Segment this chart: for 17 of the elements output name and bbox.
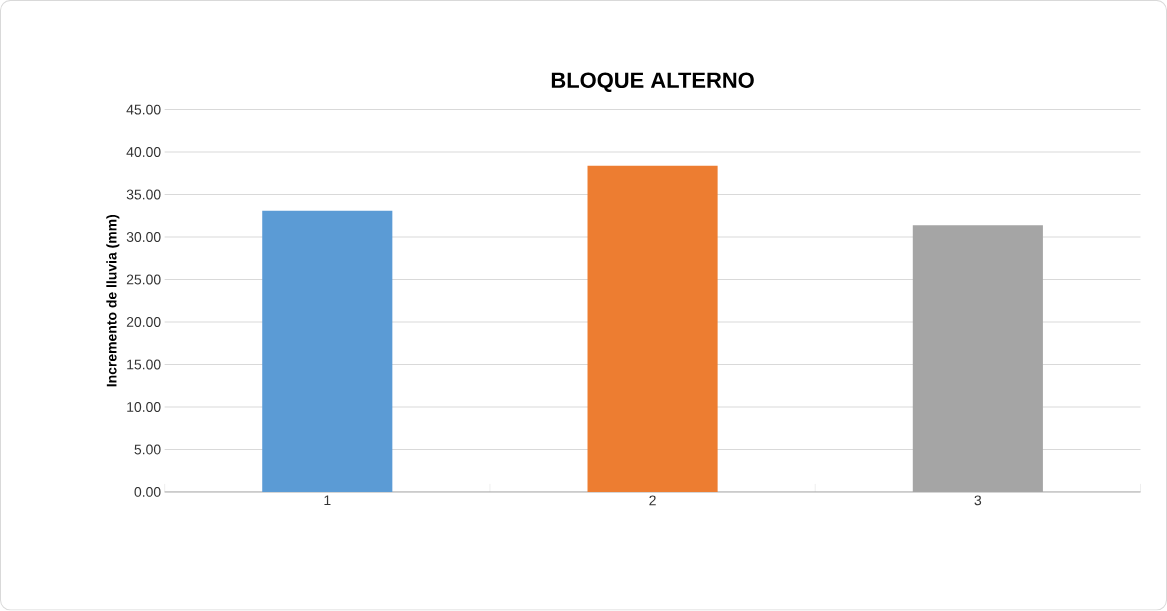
x-tick-label: 3 xyxy=(974,495,982,506)
y-tick-label: 30.00 xyxy=(126,232,161,243)
y-tick-label: 15.00 xyxy=(127,359,161,370)
x-tick-label: 2 xyxy=(649,495,656,506)
y-tick-label: 40.00 xyxy=(126,147,161,158)
x-tick-label: 1 xyxy=(324,495,331,506)
y-tick-label: 35.00 xyxy=(126,189,161,200)
y-tick-label: 0.00 xyxy=(134,487,161,498)
y-tick-label: 20.00 xyxy=(126,317,161,328)
bar xyxy=(587,165,718,493)
chart-title: BLOQUE ALTERNO xyxy=(551,72,754,93)
y-tick-label: 25.00 xyxy=(126,274,161,285)
bar xyxy=(262,210,393,493)
y-tick-label: 10.00 xyxy=(127,402,161,413)
y-tick-label: 45.00 xyxy=(126,104,161,115)
y-tick-label: 5.00 xyxy=(134,444,161,455)
y-axis-title: Incremento de lluvia (mm) xyxy=(106,215,120,387)
